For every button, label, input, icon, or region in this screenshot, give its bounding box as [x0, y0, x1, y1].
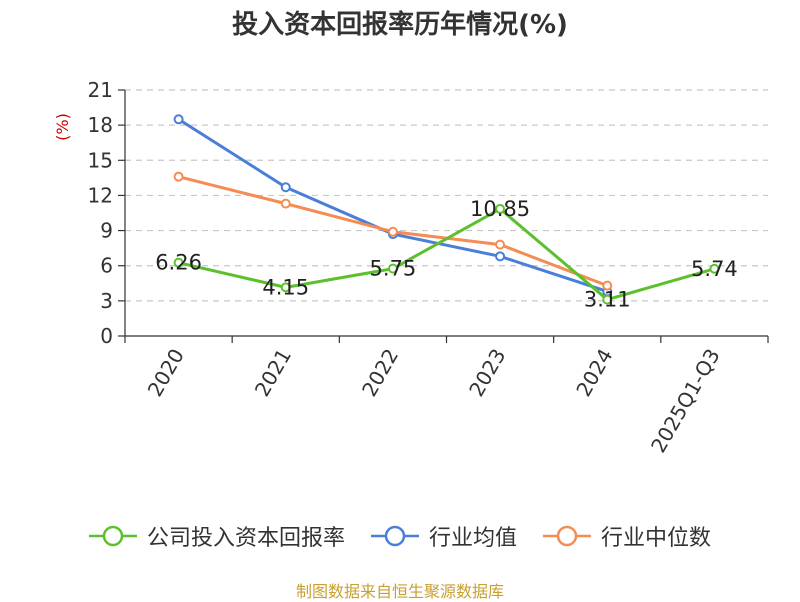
chart-title: 投入资本回报率历年情况(%): [232, 10, 568, 40]
y-tick-label: 21: [88, 78, 113, 102]
y-axis-label: (%): [53, 113, 72, 141]
x-tick-label: 2021: [250, 345, 296, 401]
y-tick-label: 15: [88, 148, 113, 172]
y-tick-label: 3: [100, 289, 113, 313]
legend-item-industry-median[interactable]: 行业中位数: [543, 520, 711, 552]
legend-swatch-blue-icon: [370, 525, 419, 547]
data-point: [602, 294, 613, 305]
data-label: 5.75: [370, 257, 417, 281]
legend-label-industry-mean: 行业均值: [428, 526, 517, 551]
legend-label-industry-median: 行业中位数: [601, 526, 712, 551]
y-tick-label: 18: [88, 113, 113, 137]
legend-swatch-green-icon: [88, 525, 137, 547]
data-point: [602, 280, 613, 291]
series-line: [178, 207, 715, 302]
legend-item-industry-mean[interactable]: 行业均值: [370, 520, 517, 552]
legend-label-company: 公司投入资本回报率: [146, 526, 345, 551]
grid-lines: [125, 89, 768, 302]
data-label: 3.11: [584, 288, 631, 312]
data-label: 4.15: [262, 275, 309, 299]
data-point: [173, 171, 184, 182]
data-point: [387, 226, 398, 237]
data-point: [495, 203, 506, 214]
data-point: [495, 239, 506, 250]
x-tick-label: 2025Q1-Q3: [646, 345, 725, 457]
data-point: [280, 198, 291, 209]
legend: 公司投入资本回报率 行业均值 行业中位数: [0, 520, 800, 552]
x-tick-label: 2022: [357, 345, 403, 401]
x-tick-label: 2024: [571, 345, 617, 401]
data-point: [280, 282, 291, 293]
data-label: 6.26: [155, 251, 202, 275]
series: [173, 114, 720, 305]
source-note: 制图数据来自恒生聚源数据库: [295, 582, 504, 601]
data-label: 5.74: [691, 257, 738, 281]
y-tick-label: 0: [100, 324, 113, 348]
data-point: [173, 257, 184, 268]
data-point: [173, 114, 184, 125]
data-point: [280, 182, 291, 193]
legend-swatch-orange-icon: [543, 525, 591, 547]
data-labels: 6.26 4.15 5.75 10.85 3.11 5.74: [155, 197, 738, 312]
x-tick-label: 2023: [464, 345, 510, 401]
data-point: [387, 263, 398, 274]
y-tick-label: 12: [88, 183, 113, 207]
data-point: [709, 263, 720, 274]
data-point: [495, 251, 506, 262]
y-tick-label: 6: [100, 254, 113, 278]
y-tick-label: 9: [100, 219, 113, 243]
legend-item-company[interactable]: 公司投入资本回报率: [88, 520, 345, 552]
x-tick-label: 2020: [143, 345, 189, 401]
data-label: 10.85: [470, 197, 530, 221]
